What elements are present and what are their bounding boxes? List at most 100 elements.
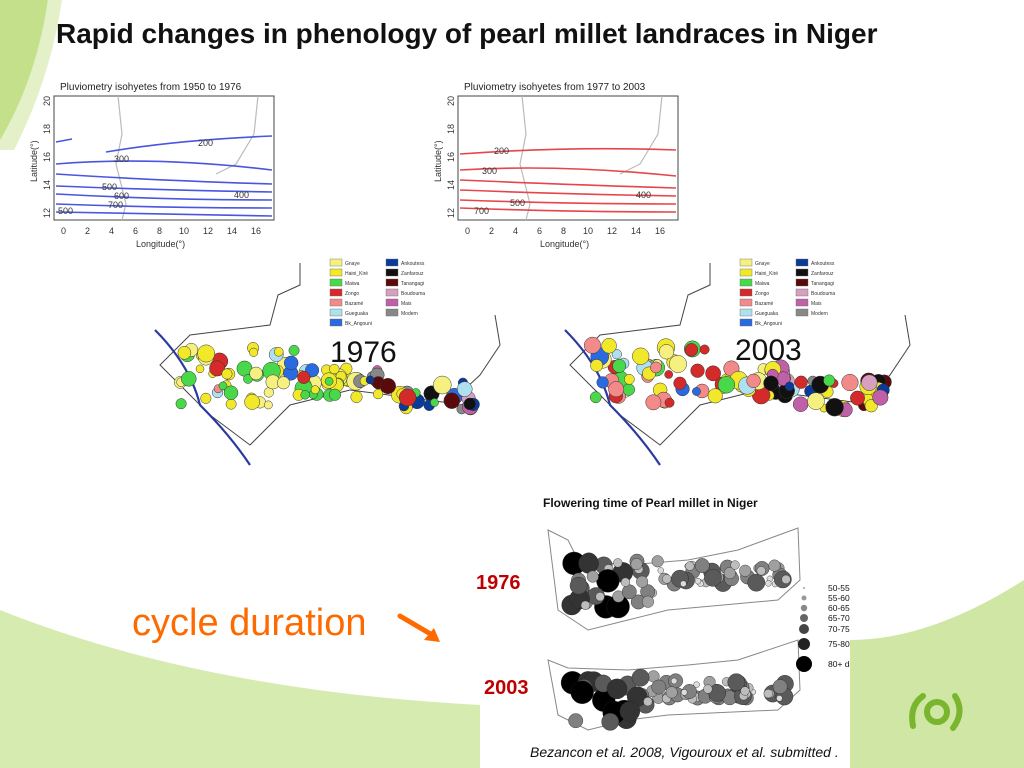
landrace-sample-dot [197, 344, 215, 363]
landrace-sample-dot [463, 397, 476, 411]
landrace-sample-dot [589, 391, 602, 404]
landrace-sample-dot [717, 376, 736, 394]
flowering-dot [768, 559, 781, 572]
flowering-year-label-2003: 2003 [484, 677, 529, 699]
country-border [619, 95, 663, 175]
landrace-sample-dot [596, 376, 609, 389]
days-legend-dot [800, 604, 808, 612]
x-axis-label: Longitude(°) [136, 239, 185, 249]
landrace-sample-dot [297, 370, 311, 384]
contour-label: 200 [198, 138, 213, 148]
y-axis-label: Latitude(°) [433, 140, 443, 182]
legend-label: Bk_Angouni [345, 321, 372, 327]
landrace-sample-dot [601, 338, 617, 354]
landrace-sample-dots [174, 342, 480, 416]
landrace-sample-dot [273, 347, 284, 357]
top-left-green-swoosh [0, 0, 48, 140]
landrace-sample-dot [379, 378, 396, 395]
flowering-dot [694, 577, 702, 585]
landrace-sample-dot [872, 389, 889, 406]
x-tick-label: 12 [203, 226, 213, 236]
flowering-dot [703, 684, 713, 694]
legend-label: Gnaye [755, 261, 770, 267]
legend-label: Bazamé [755, 301, 774, 307]
legend-swatch [795, 278, 809, 287]
flowering-dot [756, 566, 766, 576]
days-legend-label: 70-75 days [828, 624, 850, 634]
days-legend-label: 60-65 days [828, 603, 850, 613]
landrace-sample-dot [792, 396, 809, 412]
isohyet-lines [55, 135, 273, 217]
legend-swatch [739, 268, 753, 277]
flowering-dot [730, 560, 740, 570]
flowering-dots-2003 [560, 668, 794, 731]
isohyet-caption-1950-1976: Pluviometry isohyetes from 1950 to 1976 [60, 82, 242, 93]
legend-swatch [329, 318, 343, 327]
x-tick-label: 10 [583, 226, 593, 236]
landrace-sample-dot [443, 392, 460, 409]
niger-river [564, 329, 661, 466]
y-tick-label: 12 [42, 208, 52, 218]
y-tick-label: 12 [446, 208, 456, 218]
landrace-sample-dot [177, 346, 192, 360]
institute-logo-icon [909, 693, 963, 731]
orange-arrow-icon [397, 613, 440, 642]
legend-swatch [739, 308, 753, 317]
flowering-dot [586, 570, 599, 583]
legend-swatch [329, 268, 343, 277]
days-legend-dot [801, 595, 807, 601]
flowering-dot [665, 686, 678, 699]
landrace-sample-dot [365, 375, 375, 385]
flowering-dot [670, 677, 678, 685]
x-tick-label: 4 [109, 226, 114, 236]
legend-label: Mais [811, 301, 822, 307]
map-year-label-1976: 1976 [330, 336, 397, 369]
landrace-sample-dot [807, 392, 825, 410]
legend-label: Gueguaka [755, 311, 778, 317]
contour-label: 300 [482, 166, 497, 176]
legend-swatch [385, 278, 399, 287]
legend-swatch [739, 298, 753, 307]
landrace-sample-dot [746, 373, 761, 389]
landrace-sample-dot [707, 388, 723, 404]
legend-label: Bazamé [345, 301, 364, 307]
landrace-sample-dot [624, 374, 635, 385]
landrace-sample-dot [277, 376, 291, 390]
bottom-right-green-block [850, 580, 1024, 768]
x-axis-label: Longitude(°) [540, 239, 589, 249]
y-tick-label: 20 [446, 96, 456, 106]
landrace-sample-dot [249, 347, 259, 357]
legend-label: Tanangagi [401, 281, 424, 287]
country-border [215, 95, 259, 175]
landrace-sample-dot [763, 375, 779, 391]
landrace-sample-dot [612, 359, 627, 373]
top-left-light-swoosh [0, 0, 62, 150]
flowering-title: Flowering time of Pearl millet in Niger [543, 496, 758, 510]
landrace-sample-dots [583, 336, 892, 418]
y-tick-label: 14 [42, 180, 52, 190]
flowering-dot [641, 595, 654, 608]
landrace-sample-dot [218, 381, 228, 391]
flowering-dot [595, 592, 605, 602]
plot-frame [53, 95, 275, 221]
flowering-dot [747, 573, 766, 592]
landrace-sample-dot [622, 383, 635, 396]
legend-label: Maiwa [755, 281, 770, 287]
flowering-dot [772, 679, 788, 695]
landrace-sample-dot [283, 355, 299, 371]
days-legend-label: 55-60 days [828, 593, 850, 603]
legend-label: Modern [401, 311, 418, 317]
legend-swatch [795, 308, 809, 317]
contour-label: 500 [102, 182, 117, 192]
landrace-sample-dot [850, 390, 865, 406]
landrace-sample-dot [221, 368, 233, 380]
legend-swatch [739, 258, 753, 267]
legend-swatch [739, 318, 753, 327]
landrace-sample-dot [608, 381, 625, 398]
landrace-sample-dot [430, 398, 439, 407]
flowering-dot [704, 568, 722, 587]
x-tick-label: 8 [561, 226, 566, 236]
days-legend-dot [799, 624, 809, 634]
landrace-sample-dot [433, 375, 452, 395]
